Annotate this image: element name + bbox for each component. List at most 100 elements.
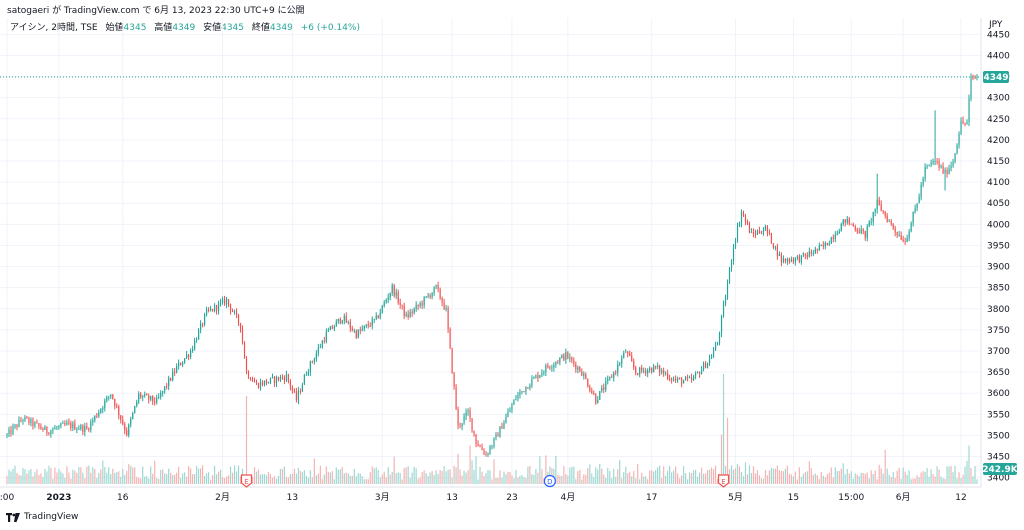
x-tick-label: 3月 <box>375 492 390 503</box>
candle-body <box>661 370 663 373</box>
earnings-marker[interactable]: E <box>240 474 253 488</box>
volume-bar <box>880 468 882 484</box>
symbol-name[interactable]: アイシン, 2時間, TSE <box>10 23 98 33</box>
candle-body <box>437 285 439 289</box>
footer[interactable]: TradingView <box>6 512 78 522</box>
volume-bar <box>337 469 339 484</box>
volume-bar <box>110 474 112 484</box>
volume-bar <box>26 473 28 484</box>
candle-body <box>172 371 174 381</box>
chart-grid <box>0 18 981 487</box>
price-axis[interactable]: 3400 3450 3500 3550 3600 3650 3700 3750 3800 3850… <box>987 30 1010 483</box>
volume-bar <box>758 475 761 484</box>
volume-bar <box>698 472 701 484</box>
volume-bar <box>289 474 292 484</box>
volume-bar <box>325 466 327 484</box>
volume-bar <box>223 478 226 484</box>
volume-bar <box>28 470 30 484</box>
candle-body <box>489 446 491 454</box>
volume-bar <box>72 469 74 484</box>
candle-body <box>176 366 178 373</box>
volume-bar <box>365 479 367 484</box>
candle-body <box>150 395 152 400</box>
volume-bar <box>397 472 399 484</box>
candle-body <box>675 378 677 381</box>
candle-body <box>265 380 268 384</box>
candle-body <box>38 423 40 427</box>
volume-bar <box>657 467 659 484</box>
volume-bar <box>896 470 898 484</box>
candle-body <box>928 164 930 166</box>
candle-body <box>679 378 681 380</box>
volume-bar <box>964 466 966 484</box>
time-axis[interactable]: :00 2023 16 2月 13 3月 13 23 4月 17 5月 15 15:00 6月 12 <box>0 492 967 503</box>
candle-body <box>174 371 176 373</box>
earnings-marker[interactable]: E <box>717 474 730 488</box>
volume-bar <box>80 467 82 484</box>
volume-bar <box>581 479 583 484</box>
volume-bar <box>894 477 896 484</box>
volume-bar <box>730 465 733 484</box>
volume-bar <box>383 471 385 484</box>
candle-body <box>890 220 892 224</box>
volume-bar <box>301 471 303 484</box>
candle-body <box>445 307 447 310</box>
candle-body <box>740 212 743 224</box>
candle-body <box>253 381 256 383</box>
y-tick-label: 3750 <box>987 326 1010 336</box>
volume-bar <box>415 468 417 484</box>
candle-body <box>196 339 198 341</box>
volume-bar <box>834 467 836 484</box>
candle-body <box>956 145 958 154</box>
x-tick-label: 2023 <box>46 493 71 503</box>
volume-bar <box>203 475 206 484</box>
candle-body <box>832 237 834 239</box>
candle-body <box>198 329 200 340</box>
candle-body <box>215 305 218 311</box>
volume-bar <box>237 465 240 484</box>
dividend-marker[interactable]: D <box>543 474 556 488</box>
volume-bar <box>888 474 890 484</box>
candle-body <box>401 304 403 306</box>
volume-bar <box>96 478 98 484</box>
volume-bar <box>363 479 365 484</box>
candle-body <box>307 372 309 375</box>
candle-body <box>744 215 747 222</box>
volume-bar <box>215 474 218 484</box>
candle-body <box>621 357 623 364</box>
candle-body <box>227 299 230 305</box>
volume-bar <box>36 469 38 484</box>
candle-body <box>736 226 739 241</box>
volume-bar <box>842 463 844 484</box>
volume-bar <box>200 468 202 484</box>
volume-bar <box>802 473 804 484</box>
volume-bar <box>950 466 952 484</box>
volume-bar <box>361 476 363 484</box>
candle-body <box>960 120 962 135</box>
volume-bar <box>122 469 124 484</box>
candle-body <box>549 367 551 369</box>
candle-body <box>94 415 96 421</box>
volume-bar <box>683 466 685 484</box>
volume-bar <box>822 475 824 484</box>
earnings-icon <box>240 474 253 488</box>
candle-body <box>184 358 186 363</box>
candle-body <box>876 199 878 210</box>
candle-body <box>477 443 479 447</box>
volume-bar <box>367 479 369 484</box>
candle-body <box>24 416 26 421</box>
candle-body <box>896 232 898 236</box>
volume-bar <box>956 478 958 484</box>
volume-bar <box>565 474 567 484</box>
volume-bar <box>557 474 559 484</box>
candle-body <box>128 424 130 436</box>
last-volume-badge-text: 242.9K <box>982 465 1018 475</box>
volume-bar <box>702 473 705 484</box>
volume-bar <box>98 472 100 484</box>
candle-body <box>48 433 50 435</box>
candle-body <box>964 122 966 124</box>
volume-bar <box>307 477 309 484</box>
volume-bar <box>671 472 673 484</box>
